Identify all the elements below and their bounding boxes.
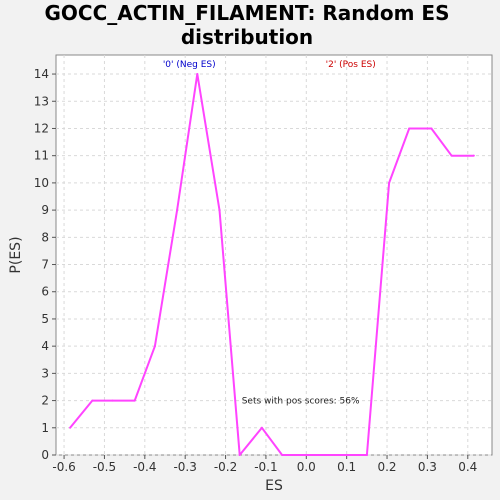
data-point	[388, 181, 391, 184]
x-tick-label: 0.1	[337, 460, 356, 474]
x-tick-label: -0.6	[52, 460, 75, 474]
data-point	[111, 399, 114, 402]
data-point	[153, 345, 156, 348]
data-point	[133, 399, 136, 402]
x-tick-label: -0.5	[93, 460, 116, 474]
data-point	[472, 154, 475, 157]
data-point	[196, 73, 199, 76]
chart-title-line-1: GOCC_ACTIN_FILAMENT: Random ES	[45, 1, 450, 25]
x-tick-label: -0.2	[214, 460, 237, 474]
data-point	[450, 154, 453, 157]
series-layer	[69, 73, 475, 456]
y-tick-label: 2	[41, 394, 49, 408]
y-tick-label: 14	[34, 67, 49, 81]
y-tick-label: 7	[41, 258, 49, 272]
data-point	[69, 426, 72, 429]
data-point	[176, 209, 179, 212]
data-point	[325, 454, 328, 456]
x-axis-label: ES	[265, 478, 283, 494]
data-point	[218, 209, 221, 212]
y-tick-label: 1	[41, 421, 49, 435]
data-point	[365, 454, 368, 456]
neg-es-label: '0' (Neg ES)	[163, 60, 216, 70]
chart-title-line-2: distribution	[181, 25, 313, 49]
x-tick-label: 0.4	[458, 460, 477, 474]
x-tick-label: 0.0	[297, 460, 316, 474]
x-tick-label: -0.3	[173, 460, 196, 474]
data-point	[91, 399, 94, 402]
data-point	[260, 426, 263, 429]
y-axis-label: P(ES)	[8, 236, 24, 273]
y-tick-label: 0	[41, 448, 49, 462]
es-distribution-line	[69, 73, 474, 456]
y-tick-label: 8	[41, 230, 49, 244]
y-tick-label: 9	[41, 203, 49, 217]
data-point	[430, 127, 433, 130]
data-point	[408, 127, 411, 130]
y-tick-label: 11	[34, 149, 49, 163]
plot-area	[55, 54, 493, 456]
x-tick-label: 0.3	[418, 460, 437, 474]
pos-es-label: '2' (Pos ES)	[326, 60, 376, 70]
y-tick-label: 5	[41, 312, 49, 326]
x-tick-label: -0.4	[133, 460, 156, 474]
y-tick-label: 3	[41, 366, 49, 380]
x-tick-label: 0.2	[377, 460, 396, 474]
y-tick-label: 13	[34, 94, 49, 108]
data-point	[281, 454, 284, 456]
data-point	[345, 454, 348, 456]
y-tick-label: 4	[41, 339, 49, 353]
pos-scores-annotation: Sets with pos scores: 56%	[242, 396, 360, 406]
data-point	[238, 454, 241, 456]
y-tick-label: 10	[34, 176, 49, 190]
grid	[56, 55, 492, 456]
y-tick-label: 6	[41, 285, 49, 299]
data-point	[305, 454, 308, 456]
x-tick-label: -0.1	[254, 460, 277, 474]
y-tick-label: 12	[34, 121, 49, 135]
axes: -0.6 -0.5 -0.4 -0.3 -0.2 -0.1 0.0 0.1 0.2 0.3 0.4 0…	[34, 67, 478, 474]
